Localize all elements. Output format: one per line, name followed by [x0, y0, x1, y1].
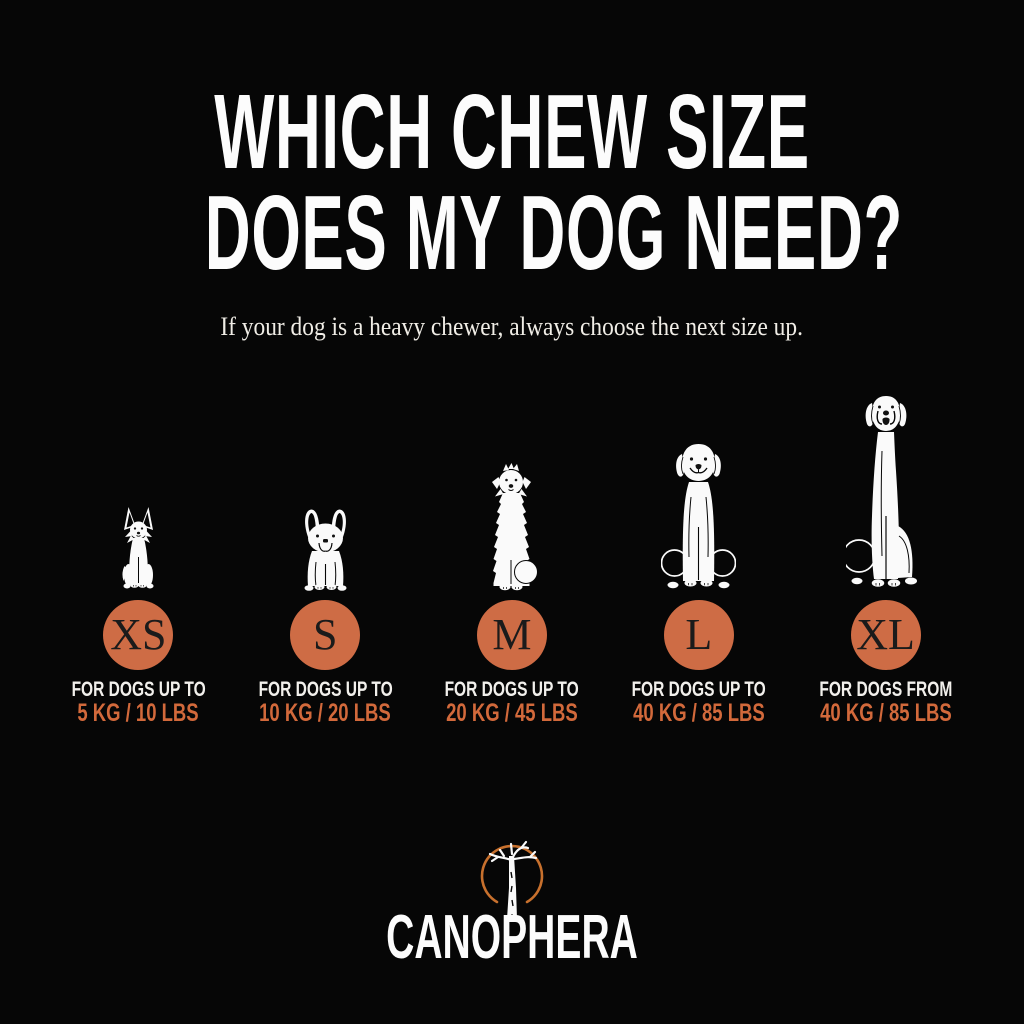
size-column-m: M FOR DOGS UP TO 20 KG / 45 LBS: [419, 391, 606, 727]
dead-tree-in-orange-ring-icon: [480, 840, 544, 919]
dog-slot: [845, 391, 926, 593]
brand-block: CANOPHERA: [0, 903, 1024, 972]
size-badge-s: S: [290, 600, 361, 670]
weight-label: 40 KG / 85 LBS: [632, 699, 765, 727]
size-column-l: L FOR DOGS UP TO 40 KG / 85 LBS: [605, 391, 792, 727]
weight-label: 5 KG / 10 LBS: [77, 699, 200, 727]
size-letter: XL: [856, 610, 915, 659]
dog-slot: [122, 391, 155, 593]
weight-label: 40 KG / 85 LBS: [819, 699, 952, 727]
size-badge-l: L: [663, 600, 734, 670]
size-badge-xl: XL: [850, 600, 921, 670]
shaggy-medium-dog-icon: [492, 463, 539, 591]
size-guide-row: XS FOR DOGS UP TO 5 KG / 10 LBS: [45, 391, 979, 727]
size-column-s: S FOR DOGS UP TO 10 KG / 20 LBS: [232, 391, 419, 727]
audience-label: FOR DOGS UP TO: [631, 678, 766, 701]
weight-label: 10 KG / 20 LBS: [259, 699, 392, 727]
size-letter: M: [492, 610, 532, 659]
weight-label: 20 KG / 45 LBS: [446, 699, 578, 727]
yorkshire-terrier-icon: [122, 507, 154, 589]
size-column-xl: XL FOR DOGS FROM 40 KG / 85 LBS: [792, 391, 979, 727]
size-letter: L: [685, 610, 713, 659]
size-letter: XS: [110, 610, 167, 659]
audience-label: FOR DOGS UP TO: [444, 678, 580, 701]
dog-slot: [298, 391, 353, 593]
brand-wordmark: CANOPHERA: [386, 903, 638, 972]
size-badge-xs: XS: [103, 600, 174, 670]
title-line-2: DOES MY DOG NEED?: [204, 174, 903, 292]
subtitle-text: If your dog is a heavy chewer, always ch…: [220, 312, 804, 341]
labrador-icon: [661, 444, 737, 589]
dog-slot: [661, 391, 737, 593]
size-column-xs: XS FOR DOGS UP TO 5 KG / 10 LBS: [45, 391, 232, 727]
subtitle-block: If your dog is a heavy chewer, always ch…: [0, 312, 1024, 342]
title-line-1: WHICH CHEW SIZE: [214, 73, 810, 191]
size-badge-m: M: [476, 600, 547, 670]
audience-label: FOR DOGS UP TO: [71, 678, 206, 701]
dog-slot: [480, 391, 543, 593]
page-title: WHICH CHEW SIZE DOES MY DOG NEED?: [0, 73, 1024, 292]
audience-label: FOR DOGS UP TO: [258, 678, 393, 701]
audience-label: FOR DOGS FROM: [819, 678, 953, 701]
great-dane-icon: [845, 396, 917, 587]
size-letter: S: [312, 610, 338, 659]
french-bulldog-icon: [304, 509, 347, 591]
